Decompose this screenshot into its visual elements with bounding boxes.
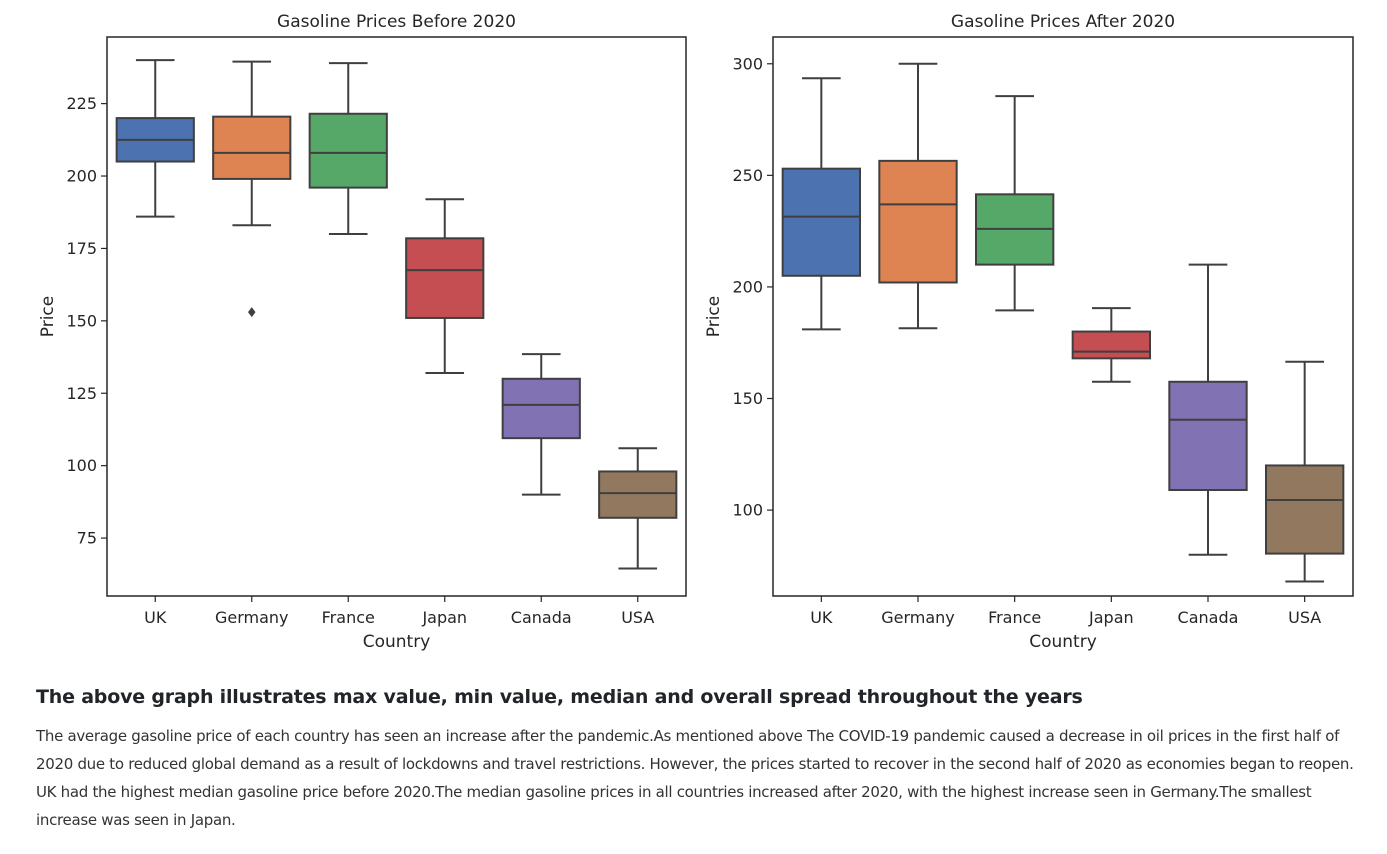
chart-1-y-tick-label: 150 bbox=[66, 311, 97, 330]
chart-2-x-tick-label: Japan bbox=[1088, 608, 1134, 627]
chart-2-y-tick-label: 250 bbox=[732, 166, 763, 185]
article-heading: The above graph illustrates max value, m… bbox=[36, 686, 1083, 708]
chart-2-japan-box bbox=[1071, 330, 1151, 360]
chart-2-x-tick-label: USA bbox=[1288, 608, 1321, 627]
chart-1-x-tick-label: Canada bbox=[511, 608, 572, 627]
chart-2-canada-box bbox=[1168, 380, 1248, 492]
article: The above graph illustrates max value, m… bbox=[36, 686, 1356, 834]
chart-2-x-tick-label: Germany bbox=[881, 608, 955, 627]
box-plots-figure: Gasoline Prices Before 2020 75 100 125 150 17… bbox=[38, 12, 1354, 652]
chart-1-x-tick-label: Germany bbox=[215, 608, 289, 627]
chart-2-x-axis-label: Country bbox=[1029, 632, 1097, 652]
chart-2-title: Gasoline Prices After 2020 bbox=[951, 12, 1175, 32]
chart-2-y-axis-label: Price bbox=[704, 296, 724, 337]
chart-2-x-tick-label: Canada bbox=[1178, 608, 1239, 627]
chart-1-x-axis-label: Country bbox=[363, 632, 431, 652]
chart-1-plot-frame bbox=[106, 36, 687, 597]
chart-2-x-tick-label: France bbox=[988, 608, 1041, 627]
chart-2-germany-box bbox=[878, 159, 958, 284]
chart-1-y-tick-label: 175 bbox=[66, 239, 97, 258]
chart-1-canada-box bbox=[501, 377, 581, 440]
chart-1-y-tick-label: 100 bbox=[66, 456, 97, 475]
chart-1-title: Gasoline Prices Before 2020 bbox=[277, 12, 516, 32]
chart-1-y-axis-label: Price bbox=[38, 296, 58, 337]
chart-1-x-tick-label: USA bbox=[621, 608, 654, 627]
chart-1-france-box bbox=[308, 112, 388, 189]
chart-area: Gasoline Prices Before 2020 75 100 125 150 17… bbox=[38, 12, 1354, 652]
chart-1-x-tick-label: Japan bbox=[421, 608, 467, 627]
chart-2-y-tick-label: 300 bbox=[732, 54, 763, 73]
chart-1-y-tick-label: 200 bbox=[66, 167, 97, 186]
chart-1-x-tick-label: UK bbox=[144, 608, 167, 627]
article-body: The average gasoline price of each count… bbox=[36, 727, 1354, 829]
chart-1-y-tick-label: 225 bbox=[66, 94, 97, 113]
chart-2-y-tick-label: 150 bbox=[732, 389, 763, 408]
chart-2-x-tick-label: UK bbox=[810, 608, 833, 627]
chart-2-y-tick-label: 100 bbox=[732, 501, 763, 520]
chart-1-germany-box bbox=[212, 115, 292, 180]
chart-2-plot-frame bbox=[772, 36, 1354, 597]
chart-1-usa-box bbox=[598, 470, 678, 519]
chart-1-y-tick-label: 125 bbox=[66, 384, 97, 403]
chart-2-uk-box bbox=[781, 167, 862, 277]
chart-1-y-tick-label: 75 bbox=[77, 529, 97, 548]
chart-1-x-tick-label: France bbox=[322, 608, 375, 627]
chart-1-germany-outlier-point bbox=[248, 307, 256, 318]
chart-2-y-tick-label: 200 bbox=[732, 277, 763, 296]
chart-1-japan-box bbox=[405, 237, 485, 319]
chart-2-usa-box bbox=[1265, 464, 1345, 555]
